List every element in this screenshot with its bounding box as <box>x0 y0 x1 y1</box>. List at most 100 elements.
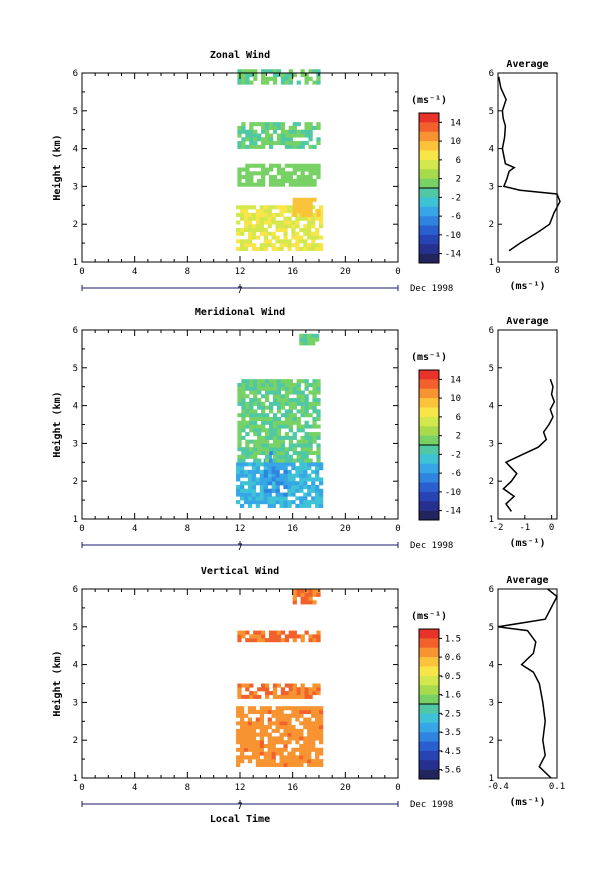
heatmap-cell <box>240 751 245 756</box>
heatmap-cell <box>267 740 272 745</box>
heatmap-cell <box>295 235 300 240</box>
avg-y-tick-label: 3 <box>489 182 494 192</box>
heatmap-cell <box>308 144 313 149</box>
heatmap-cell <box>292 167 297 172</box>
heatmap-cell <box>243 725 249 730</box>
heatmap-cell <box>312 600 317 605</box>
y-tick-label: 2 <box>73 220 78 230</box>
heatmap-cell <box>243 224 249 229</box>
x-tick-label: 16 <box>287 524 298 534</box>
heatmap-cell <box>300 435 305 440</box>
heatmap-cell <box>259 209 264 214</box>
heatmap-cell <box>253 413 258 418</box>
heatmap-cell <box>319 751 324 756</box>
heatmap-cell <box>283 227 288 233</box>
heatmap-cell <box>291 725 296 730</box>
heatmap-cell <box>288 398 293 403</box>
heatmap-cell <box>311 212 316 217</box>
heatmap-cell <box>280 394 286 399</box>
heatmap-cell <box>308 458 313 463</box>
heatmap-cell <box>261 424 266 429</box>
colorbar-segment <box>419 750 439 761</box>
avg-y-tick-label: 2 <box>489 477 494 487</box>
heatmap-cell <box>279 725 284 730</box>
heatmap-cell <box>312 390 317 395</box>
heatmap-cell <box>265 435 270 440</box>
heatmap-cell <box>249 122 254 127</box>
heatmap-cell <box>241 420 246 425</box>
heatmap-cell <box>255 759 261 764</box>
heatmap-cell <box>288 420 293 425</box>
colorbar-segment <box>419 398 439 408</box>
heatmap-cell <box>249 178 254 183</box>
heatmap-cell <box>283 469 288 474</box>
average-frame <box>497 72 558 263</box>
heatmap-cell <box>253 382 258 387</box>
heatmap-cell <box>279 477 284 482</box>
heatmap-cell <box>245 447 250 452</box>
heatmap-cell <box>284 458 290 463</box>
heatmap-cell <box>299 466 304 471</box>
heatmap-cell <box>276 133 282 138</box>
heatmap-cell <box>259 492 264 497</box>
heatmap-cell <box>237 182 242 187</box>
heatmap-cell <box>257 171 262 176</box>
heatmap-cell <box>316 171 321 176</box>
heatmap-cell <box>311 728 316 733</box>
heatmap-cell <box>283 231 288 236</box>
heatmap-cell <box>319 500 324 505</box>
heatmap-cell <box>291 477 296 482</box>
heatmap-cell <box>255 721 261 726</box>
avg-y-tick-label: 4 <box>489 145 494 155</box>
heatmap-cell <box>261 401 266 406</box>
heatmap-cell <box>299 736 304 741</box>
heatmap-cell <box>307 500 312 505</box>
heatmap-cell <box>271 246 276 251</box>
heatmap-cell <box>291 466 296 471</box>
heatmap-cell <box>263 473 268 478</box>
heatmap-cell <box>268 630 274 635</box>
heatmap-cell <box>253 432 258 437</box>
heatmap-cell <box>292 630 297 635</box>
heatmap-cell <box>280 122 286 127</box>
heatmap-cell <box>308 405 313 410</box>
heatmap-cell <box>296 167 301 172</box>
avg-x-tick-label: -1 <box>519 523 530 533</box>
heatmap-cell <box>257 428 262 433</box>
heatmap-cell <box>251 721 257 726</box>
heatmap-cell <box>279 503 284 508</box>
heatmap-cell <box>279 227 284 233</box>
heatmap-cell <box>276 386 282 391</box>
heatmap-cell <box>247 721 253 726</box>
heatmap-cell <box>272 694 278 699</box>
colorbar-segment <box>419 407 439 418</box>
heatmap-cell <box>237 141 242 146</box>
heatmap-cell <box>303 216 308 221</box>
heatmap-cell <box>255 227 261 233</box>
heatmap-cell <box>268 167 274 172</box>
heatmap-cell <box>300 390 305 395</box>
heatmap-cell <box>240 492 245 497</box>
heatmap-cell <box>299 706 304 711</box>
heatmap-cell <box>283 481 288 486</box>
heatmap-cell <box>295 243 300 248</box>
heatmap-cell <box>255 235 261 240</box>
heatmap-cell <box>257 450 262 456</box>
heatmap-cell <box>265 638 270 643</box>
average-unit-label: (ms⁻¹) <box>509 538 545 549</box>
heatmap-cell <box>308 596 313 601</box>
heatmap-cell <box>311 477 316 482</box>
colorbar-tick-label: 6 <box>456 156 461 166</box>
date-label: Dec 1998 <box>410 284 453 294</box>
heatmap-cell <box>275 488 280 493</box>
heatmap-cell <box>280 379 286 384</box>
heatmap-cell <box>247 706 253 711</box>
heatmap-cell <box>284 80 290 85</box>
colorbar-segment <box>419 760 439 770</box>
heatmap-cell <box>308 691 313 696</box>
heatmap-cell <box>271 740 276 745</box>
heatmap-cell <box>253 443 258 448</box>
heatmap-cell <box>257 694 262 699</box>
heatmap-cell <box>272 175 278 180</box>
heatmap-cell <box>288 80 293 85</box>
